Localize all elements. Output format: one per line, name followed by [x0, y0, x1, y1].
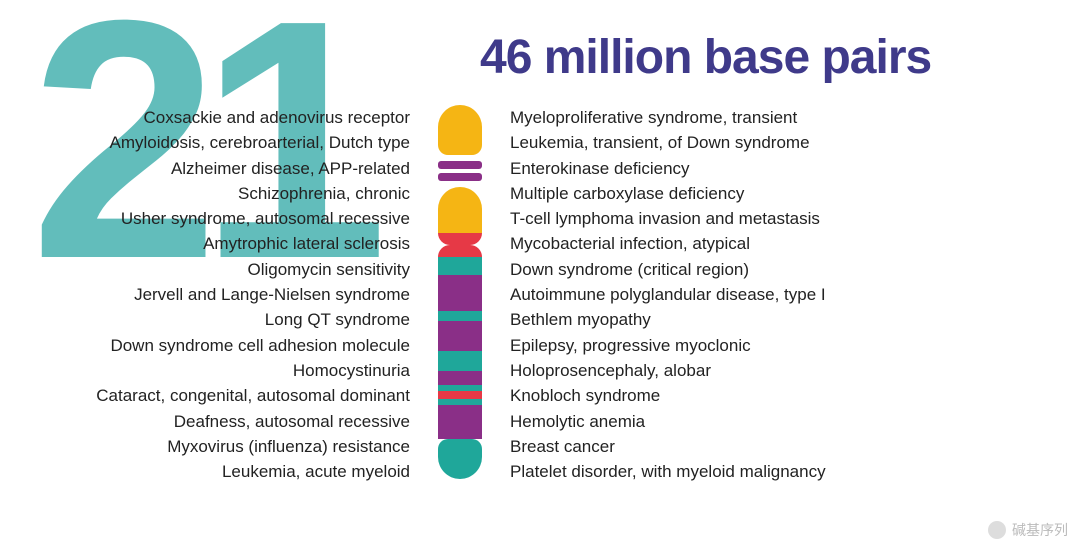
list-item: Homocystinuria	[0, 358, 410, 383]
ideogram-band	[438, 321, 482, 351]
ideogram-band	[438, 161, 482, 169]
chromosome-ideogram	[430, 105, 490, 490]
list-item: Amytrophic lateral sclerosis	[0, 231, 410, 256]
headline: 46 million base pairs	[480, 30, 931, 85]
list-item: Bethlem myopathy	[510, 307, 1010, 332]
ideogram-band	[438, 439, 482, 479]
list-item: Long QT syndrome	[0, 307, 410, 332]
list-item: Mycobacterial infection, atypical	[510, 231, 1010, 256]
ideogram-band	[438, 105, 482, 155]
ideogram-band	[438, 275, 482, 311]
list-item: T-cell lymphoma invasion and metastasis	[510, 206, 1010, 231]
watermark-icon	[988, 521, 1006, 539]
list-item: Jervell and Lange-Nielsen syndrome	[0, 282, 410, 307]
right-gene-list: Myeloproliferative syndrome, transientLe…	[490, 105, 1010, 484]
list-item: Autoimmune polyglandular disease, type I	[510, 282, 1010, 307]
list-item: Down syndrome cell adhesion molecule	[0, 333, 410, 358]
list-item: Holoprosencephaly, alobar	[510, 358, 1010, 383]
content-row: Coxsackie and adenovirus receptorAmyloid…	[0, 105, 1080, 490]
watermark: 碱基序列	[988, 520, 1068, 540]
list-item: Cataract, congenital, autosomal dominant	[0, 383, 410, 408]
ideogram-band	[438, 187, 482, 233]
list-item: Amyloidosis, cerebroarterial, Dutch type	[0, 130, 410, 155]
list-item: Leukemia, acute myeloid	[0, 459, 410, 484]
ideogram-band	[438, 257, 482, 275]
ideogram-band	[438, 173, 482, 181]
ideogram-band	[438, 405, 482, 439]
list-item: Multiple carboxylase deficiency	[510, 181, 1010, 206]
list-item: Oligomycin sensitivity	[0, 257, 410, 282]
list-item: Deafness, autosomal recessive	[0, 409, 410, 434]
ideogram-band	[438, 311, 482, 321]
list-item: Schizophrenia, chronic	[0, 181, 410, 206]
list-item: Alzheimer disease, APP-related	[0, 156, 410, 181]
list-item: Enterokinase deficiency	[510, 156, 1010, 181]
list-item: Leukemia, transient, of Down syndrome	[510, 130, 1010, 155]
list-item: Myxovirus (influenza) resistance	[0, 434, 410, 459]
ideogram-band	[438, 351, 482, 371]
ideogram-band	[438, 371, 482, 385]
left-gene-list: Coxsackie and adenovirus receptorAmyloid…	[0, 105, 430, 484]
list-item: Usher syndrome, autosomal recessive	[0, 206, 410, 231]
list-item: Knobloch syndrome	[510, 383, 1010, 408]
list-item: Breast cancer	[510, 434, 1010, 459]
watermark-text: 碱基序列	[1012, 520, 1068, 540]
list-item: Hemolytic anemia	[510, 409, 1010, 434]
list-item: Down syndrome (critical region)	[510, 257, 1010, 282]
list-item: Platelet disorder, with myeloid malignan…	[510, 459, 1010, 484]
list-item: Myeloproliferative syndrome, transient	[510, 105, 1010, 130]
list-item: Coxsackie and adenovirus receptor	[0, 105, 410, 130]
ideogram-band	[438, 391, 482, 399]
list-item: Epilepsy, progressive myoclonic	[510, 333, 1010, 358]
ideogram-band	[438, 233, 482, 257]
